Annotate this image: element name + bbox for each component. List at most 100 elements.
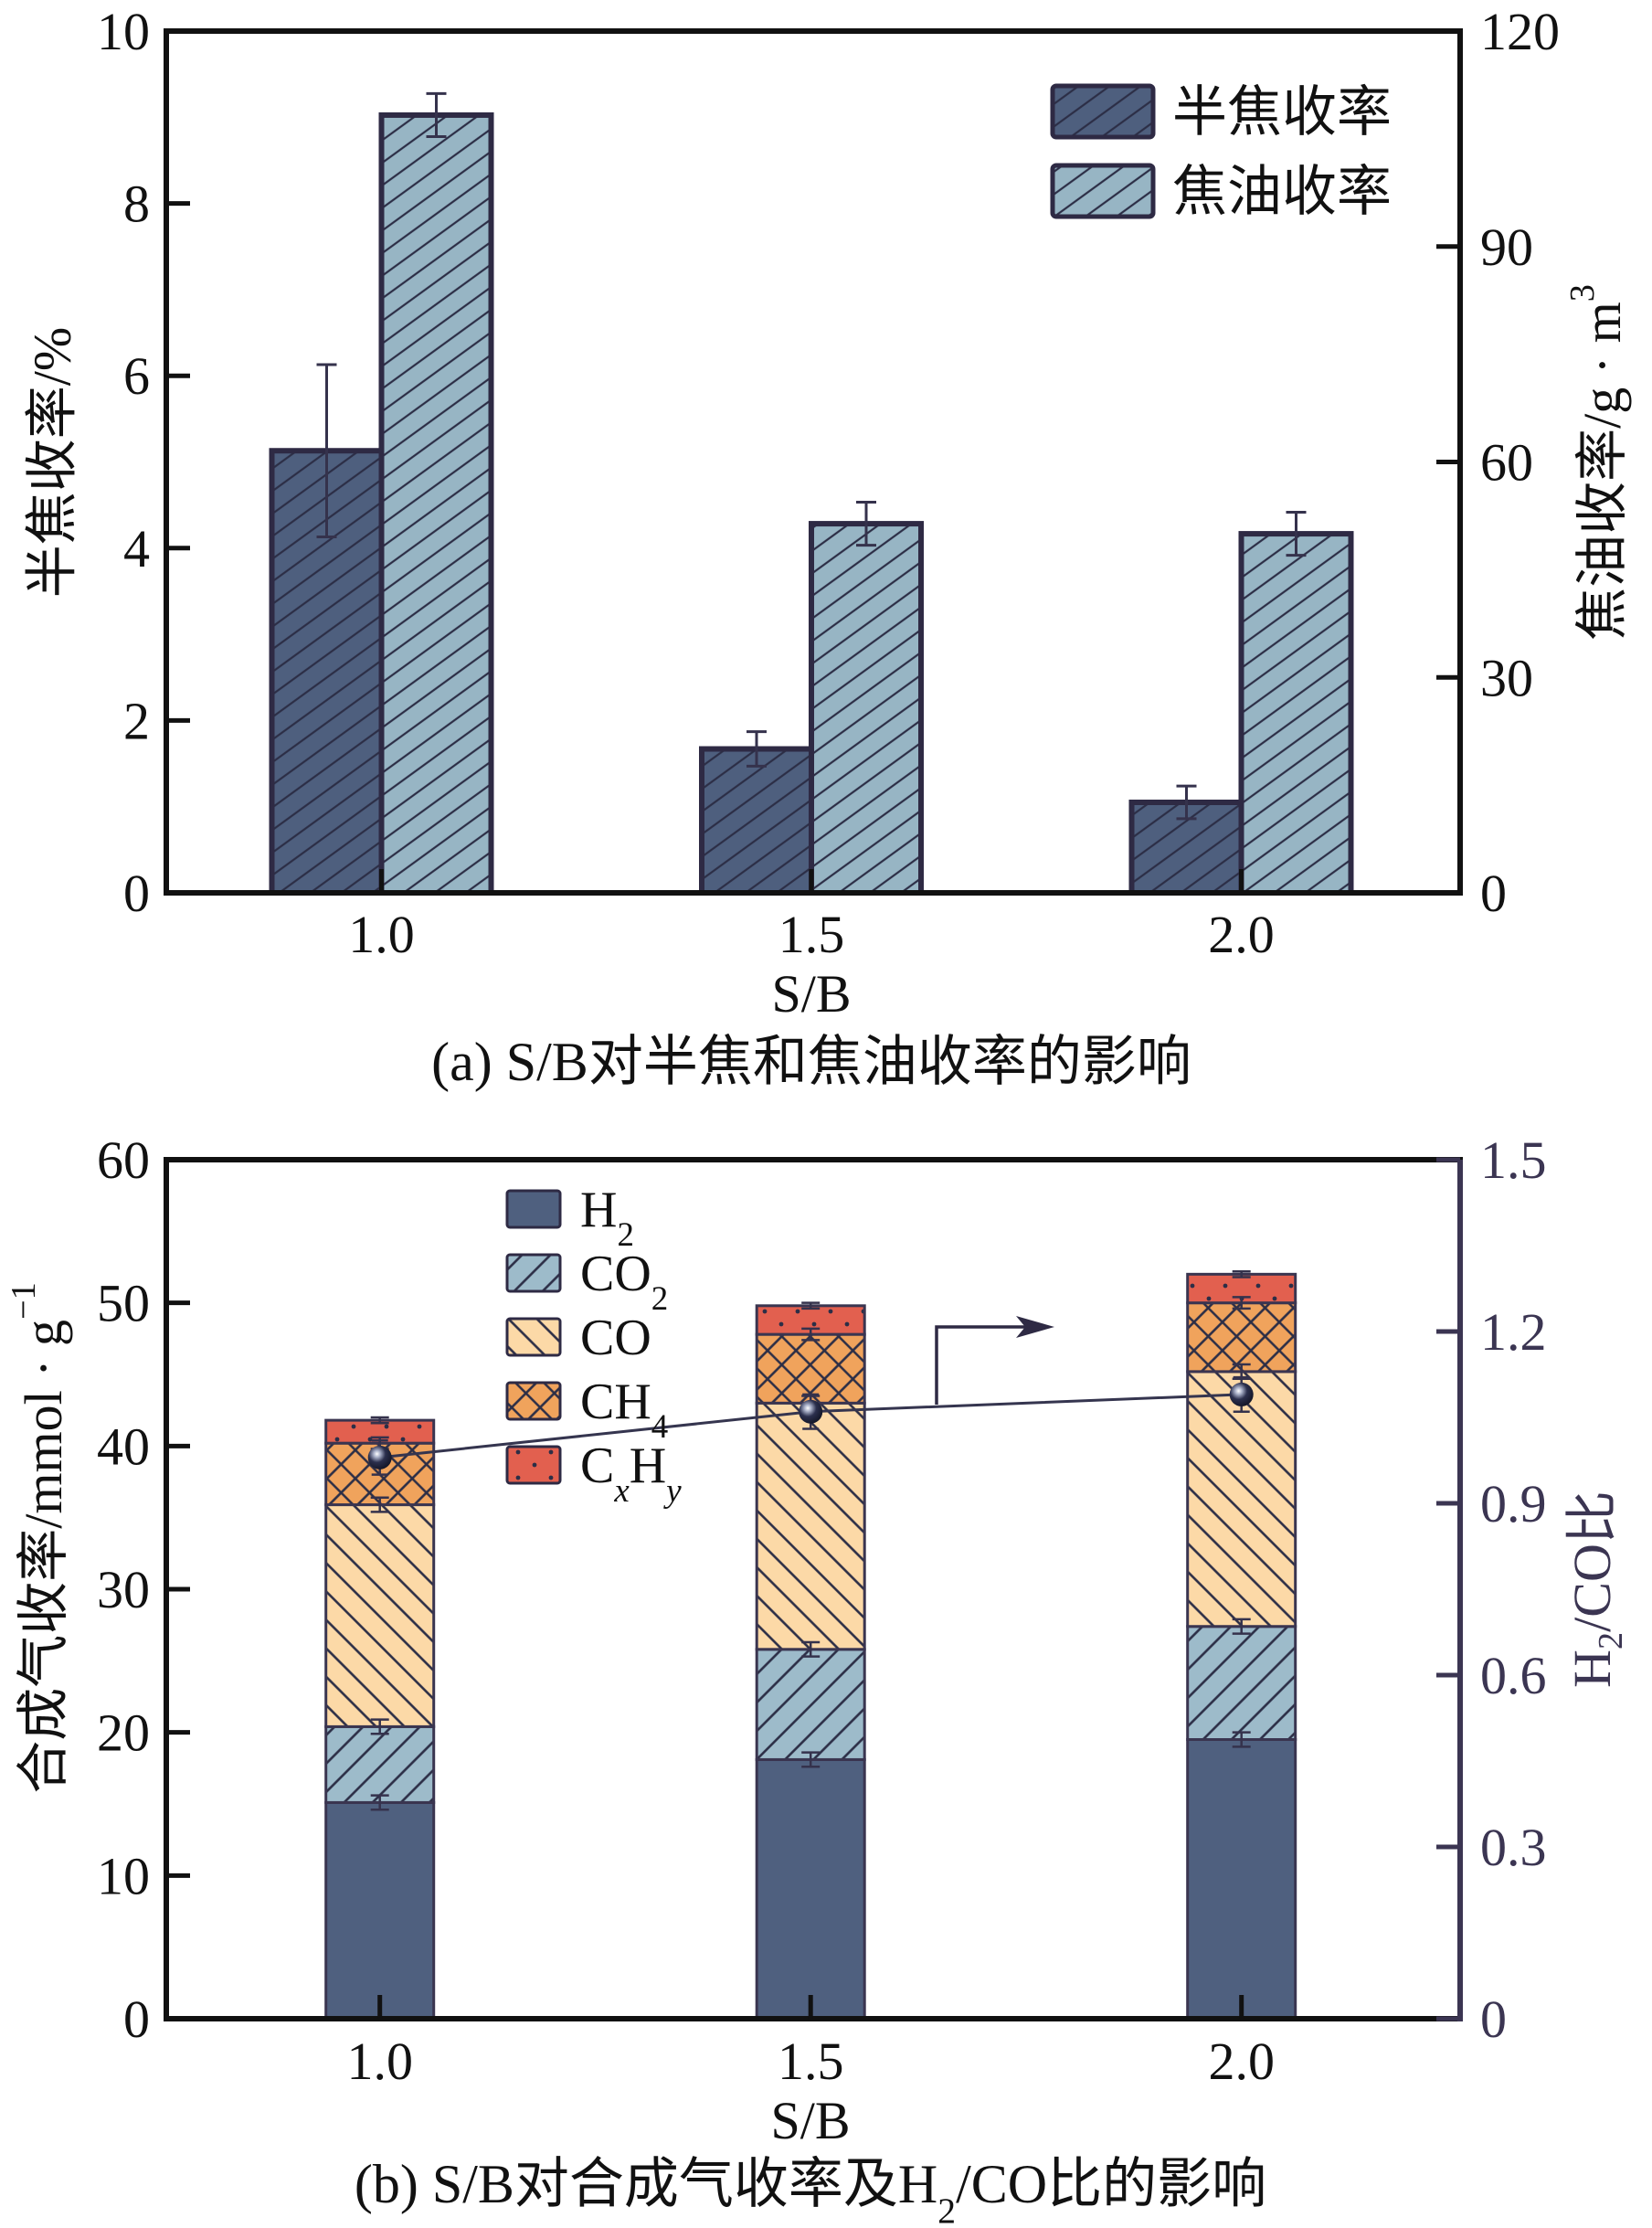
error-bar-segment-0-cat-2 bbox=[1232, 1731, 1251, 1748]
legend-swatch-co bbox=[505, 1317, 562, 1357]
y-left-tick-label: 6 bbox=[123, 346, 150, 406]
y-right-tick-label: 0 bbox=[1480, 864, 1507, 923]
arrow-shaft bbox=[935, 1325, 1029, 1405]
error-bar-series-0-cat-0 bbox=[316, 363, 337, 539]
legend-swatch-semicoke-yield bbox=[1050, 83, 1156, 140]
y-right-tick-label: 90 bbox=[1480, 217, 1533, 277]
legend-swatch-ch4 bbox=[505, 1381, 562, 1421]
panel-b-caption: (b) S/B对合成气收率及H2/CO比的影响 bbox=[355, 2154, 1266, 2228]
stacked-segment-CH4-cat-2 bbox=[1186, 1301, 1297, 1374]
x-tick-label: 1.5 bbox=[778, 905, 845, 964]
stacked-segment-CO2-cat-0 bbox=[324, 1724, 436, 1804]
error-bar-segment-3-cat-2 bbox=[1232, 1296, 1251, 1310]
x-tick-label: 1.0 bbox=[348, 905, 415, 964]
error-bar-series-1-cat-1 bbox=[856, 501, 876, 547]
stacked-segment-H2-cat-0 bbox=[324, 1800, 436, 2021]
stacked-segment-CO2-cat-1 bbox=[755, 1648, 866, 1761]
ratio-marker-cat-2 bbox=[1229, 1382, 1254, 1406]
x-tick-label: 2.0 bbox=[1208, 905, 1275, 964]
bar-series-1-cat-0 bbox=[378, 111, 494, 896]
legend-label-tar-yield: 焦油收率 bbox=[1172, 162, 1392, 222]
error-bar-segment-0-cat-1 bbox=[801, 1751, 821, 1768]
panel-b-y-right-label: H2/CO比 bbox=[1562, 1491, 1631, 1688]
error-bar-series-1-cat-0 bbox=[426, 91, 447, 139]
bar-series-1-cat-1 bbox=[809, 521, 924, 896]
legend-swatch-co2 bbox=[505, 1253, 562, 1293]
y-left-tick-label: 0 bbox=[123, 864, 150, 923]
panel-b-y-left-label: 合成气收率/mmol · g−1 bbox=[5, 1282, 73, 1794]
legend-item-tar-yield: 焦油收率 bbox=[1050, 162, 1392, 222]
panel-a-bars bbox=[269, 111, 1354, 896]
panel-a-y-right-label: 焦油收率/g · m3 bbox=[1563, 284, 1632, 641]
legend-item-semicoke-yield: 半焦收率 bbox=[1050, 82, 1392, 143]
legend-item-co2: CO2 bbox=[505, 1246, 668, 1317]
legend-label-ch4: CH4 bbox=[580, 1374, 668, 1445]
stacked-segment-H2-cat-1 bbox=[755, 1757, 866, 2021]
error-bar-segment-3-cat-1 bbox=[801, 1327, 821, 1342]
y-left-tick-label: 2 bbox=[123, 691, 150, 750]
x-tick-label: 2.0 bbox=[1208, 2032, 1275, 2091]
y-left-tick-label: 4 bbox=[123, 519, 150, 578]
error-bar-series-0-cat-2 bbox=[1176, 784, 1197, 821]
legend-item-ch4: CH4 bbox=[505, 1374, 668, 1445]
y-left-tick-label: 0 bbox=[123, 1989, 150, 2049]
legend-item-h2: H2 bbox=[505, 1182, 634, 1253]
stacked-segment-CO-cat-1 bbox=[755, 1401, 866, 1651]
y-right-tick-label: 0 bbox=[1480, 1989, 1507, 2049]
panel-a-legend: 半焦收率 焦油收率 bbox=[1050, 82, 1392, 222]
y-left-tick-label: 10 bbox=[97, 1846, 150, 1905]
y-right-tick-label: 1.2 bbox=[1480, 1302, 1547, 1362]
legend-label-cxhy: CxHy bbox=[580, 1438, 682, 1509]
error-bar-segment-1-cat-0 bbox=[370, 1718, 389, 1735]
error-bar-series-0-cat-1 bbox=[747, 730, 767, 768]
y-right-tick-label: 0.6 bbox=[1480, 1646, 1547, 1705]
bar-series-1-cat-2 bbox=[1238, 531, 1354, 896]
legend-item-co: CO bbox=[505, 1310, 651, 1366]
panel-b-legend: H2 CO2 CO CH4 CxHy bbox=[505, 1182, 682, 1509]
error-bar-segment-2-cat-0 bbox=[370, 1496, 389, 1513]
y-right-tick-label: 0.3 bbox=[1480, 1818, 1547, 1877]
x-tick-label: 1.0 bbox=[346, 2032, 413, 2091]
panel-a-axes: 0 2 4 6 8 10 0 30 60 90 120 1.0 1.5 2.0 bbox=[97, 2, 1560, 964]
ratio-marker-cat-0 bbox=[367, 1445, 392, 1469]
y-right-tick-label: 60 bbox=[1480, 433, 1533, 493]
legend-label-semicoke-yield: 半焦收率 bbox=[1172, 82, 1392, 143]
legend-swatch-tar-yield bbox=[1050, 163, 1156, 219]
y-right-tick-label: 30 bbox=[1480, 648, 1533, 707]
y-right-tick-label: 120 bbox=[1480, 2, 1560, 61]
error-bar-segment-1-cat-1 bbox=[801, 1640, 821, 1658]
legend-label-co: CO bbox=[580, 1310, 651, 1366]
y-left-tick-label: 60 bbox=[97, 1130, 150, 1190]
arrow-head-icon bbox=[1016, 1316, 1054, 1338]
y-right-tick-label: 0.9 bbox=[1480, 1474, 1547, 1533]
error-bar-series-1-cat-2 bbox=[1286, 511, 1307, 557]
error-bar-segment-4-cat-1 bbox=[801, 1301, 821, 1310]
panel-a-caption: (a) S/B对半焦和焦油收率的影响 bbox=[431, 1032, 1191, 1092]
y-left-tick-label: 10 bbox=[97, 2, 150, 61]
stacked-segment-H2-cat-2 bbox=[1186, 1738, 1297, 2021]
bar-series-0-cat-1 bbox=[699, 746, 814, 896]
panel-a-x-label: S/B bbox=[771, 964, 851, 1024]
error-bar-segment-1-cat-2 bbox=[1232, 1618, 1251, 1635]
y-right-tick-label: 1.5 bbox=[1480, 1130, 1547, 1190]
panel-a-error-bars bbox=[316, 91, 1307, 821]
error-bar-segment-0-cat-0 bbox=[370, 1794, 389, 1811]
stacked-segment-CO-cat-0 bbox=[324, 1503, 436, 1728]
panel-b-ratio-series bbox=[367, 1375, 1254, 1476]
panel-b-x-label: S/B bbox=[770, 2091, 850, 2150]
ratio-marker-cat-1 bbox=[799, 1399, 823, 1424]
legend-label-co2: CO2 bbox=[580, 1246, 668, 1317]
error-bar-segment-4-cat-2 bbox=[1232, 1269, 1251, 1278]
panel-b-chart: 0 10 20 30 40 50 60 0 0.3 0.6 0.9 1.2 1.5 1.0 1.5 2.0 H… bbox=[5, 1130, 1630, 2228]
legend-swatch-h2 bbox=[505, 1189, 562, 1229]
panel-a-y-left-label: 半焦收率/% bbox=[23, 327, 82, 598]
y-left-tick-label: 40 bbox=[97, 1416, 150, 1476]
right-axis-arrow bbox=[935, 1316, 1054, 1405]
y-left-tick-label: 8 bbox=[123, 175, 150, 234]
stacked-segment-CO2-cat-2 bbox=[1186, 1625, 1297, 1741]
legend-swatch-cxhy bbox=[505, 1445, 562, 1485]
legend-item-cxhy: CxHy bbox=[505, 1438, 682, 1509]
y-left-tick-label: 50 bbox=[97, 1274, 150, 1333]
panel-b-axes: 0 10 20 30 40 50 60 0 0.3 0.6 0.9 1.2 1.5 1.0 1.5 2.0 bbox=[97, 1130, 1547, 2091]
